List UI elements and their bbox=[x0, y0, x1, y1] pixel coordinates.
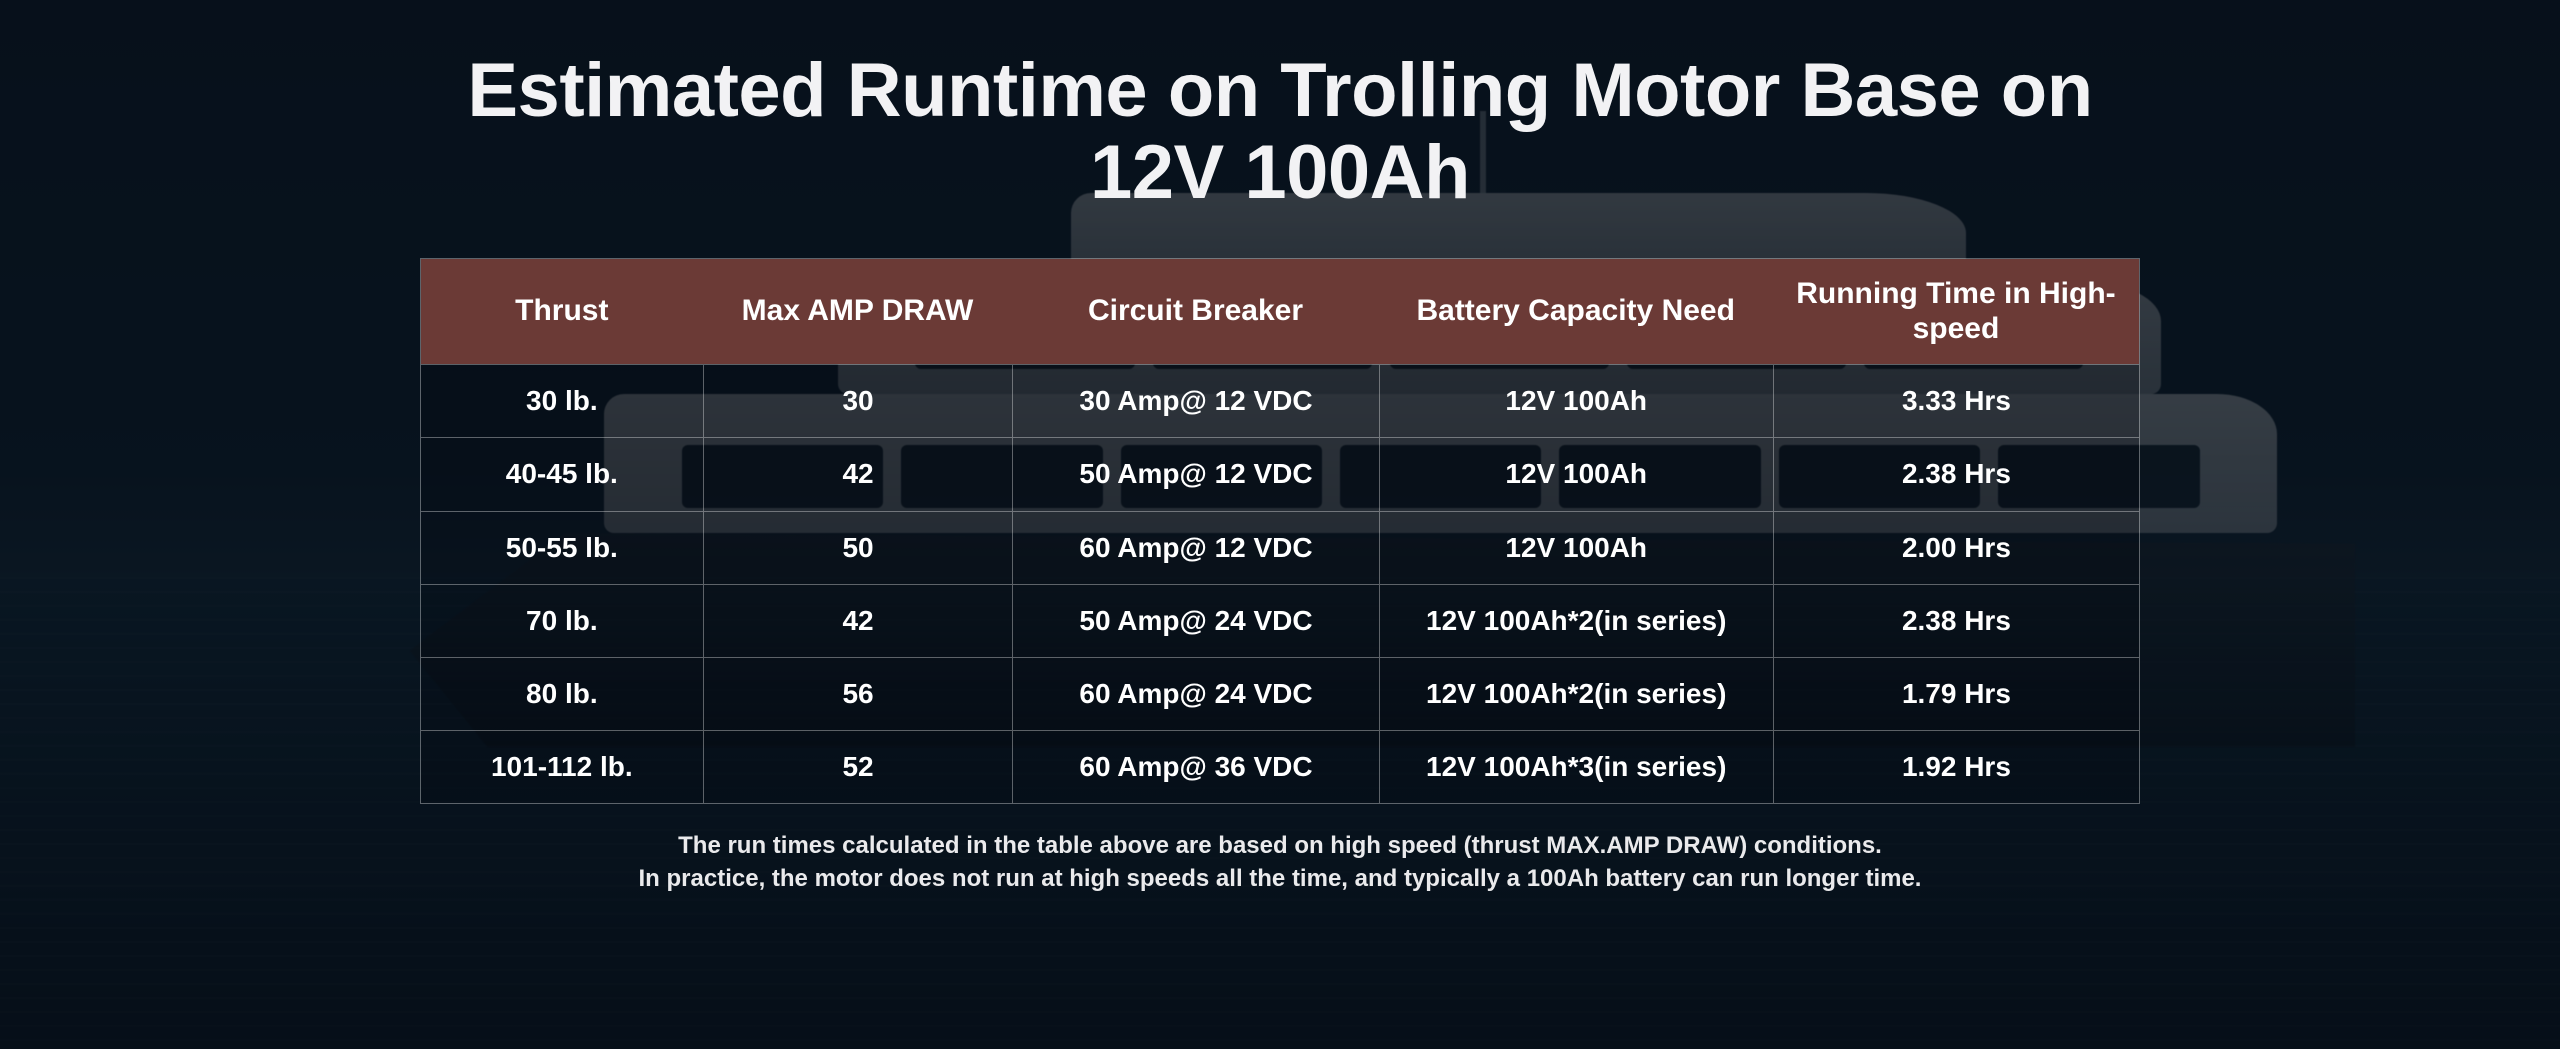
runtime-table: ThrustMax AMP DRAWCircuit BreakerBattery… bbox=[420, 258, 2140, 804]
footnote-line: The run times calculated in the table ab… bbox=[639, 830, 1922, 862]
table-cell: 56 bbox=[703, 658, 1013, 730]
table-row: 50-55 lb.5060 Amp@ 12 VDC12V 100Ah2.00 H… bbox=[421, 511, 2139, 584]
table-cell: 70 lb. bbox=[421, 585, 703, 657]
table-cell: 12V 100Ah bbox=[1379, 512, 1773, 584]
table-cell: 12V 100Ah*3(in series) bbox=[1379, 731, 1773, 803]
table-cell: 2.00 Hrs bbox=[1773, 512, 2139, 584]
table-cell: 2.38 Hrs bbox=[1773, 585, 2139, 657]
table-cell: 50 Amp@ 12 VDC bbox=[1012, 438, 1378, 510]
table-cell: 50-55 lb. bbox=[421, 512, 703, 584]
table-header-cell: Thrust bbox=[421, 259, 703, 364]
table-cell: 42 bbox=[703, 438, 1013, 510]
table-cell: 52 bbox=[703, 731, 1013, 803]
table-cell: 50 Amp@ 24 VDC bbox=[1012, 585, 1378, 657]
table-cell: 80 lb. bbox=[421, 658, 703, 730]
table-row: 80 lb.5660 Amp@ 24 VDC12V 100Ah*2(in ser… bbox=[421, 657, 2139, 730]
table-header-cell: Running Time in High-speed bbox=[1773, 259, 2139, 364]
table-cell: 30 bbox=[703, 365, 1013, 437]
table-row: 30 lb.3030 Amp@ 12 VDC12V 100Ah3.33 Hrs bbox=[421, 364, 2139, 437]
table-row: 101-112 lb.5260 Amp@ 36 VDC12V 100Ah*3(i… bbox=[421, 730, 2139, 803]
table-cell: 12V 100Ah bbox=[1379, 438, 1773, 510]
table-header-cell: Max AMP DRAW bbox=[703, 259, 1013, 364]
table-cell: 1.92 Hrs bbox=[1773, 731, 2139, 803]
table-cell: 101-112 lb. bbox=[421, 731, 703, 803]
table-cell: 60 Amp@ 36 VDC bbox=[1012, 731, 1378, 803]
table-cell: 3.33 Hrs bbox=[1773, 365, 2139, 437]
table-cell: 40-45 lb. bbox=[421, 438, 703, 510]
table-row: 40-45 lb.4250 Amp@ 12 VDC12V 100Ah2.38 H… bbox=[421, 437, 2139, 510]
table-cell: 60 Amp@ 24 VDC bbox=[1012, 658, 1378, 730]
footnote-line: In practice, the motor does not run at h… bbox=[639, 863, 1922, 895]
table-cell: 50 bbox=[703, 512, 1013, 584]
table-row: 70 lb.4250 Amp@ 24 VDC12V 100Ah*2(in ser… bbox=[421, 584, 2139, 657]
table-header-row: ThrustMax AMP DRAWCircuit BreakerBattery… bbox=[421, 259, 2139, 364]
table-header-cell: Battery Capacity Need bbox=[1379, 259, 1773, 364]
page-title: Estimated Runtime on Trolling Motor Base… bbox=[430, 50, 2130, 214]
table-header-cell: Circuit Breaker bbox=[1012, 259, 1378, 364]
table-cell: 12V 100Ah bbox=[1379, 365, 1773, 437]
table-cell: 12V 100Ah*2(in series) bbox=[1379, 585, 1773, 657]
footnote: The run times calculated in the table ab… bbox=[639, 830, 1922, 895]
table-cell: 60 Amp@ 12 VDC bbox=[1012, 512, 1378, 584]
table-cell: 1.79 Hrs bbox=[1773, 658, 2139, 730]
table-cell: 12V 100Ah*2(in series) bbox=[1379, 658, 1773, 730]
table-cell: 30 lb. bbox=[421, 365, 703, 437]
table-cell: 30 Amp@ 12 VDC bbox=[1012, 365, 1378, 437]
table-cell: 2.38 Hrs bbox=[1773, 438, 2139, 510]
table-cell: 42 bbox=[703, 585, 1013, 657]
table-body: 30 lb.3030 Amp@ 12 VDC12V 100Ah3.33 Hrs4… bbox=[421, 364, 2139, 803]
